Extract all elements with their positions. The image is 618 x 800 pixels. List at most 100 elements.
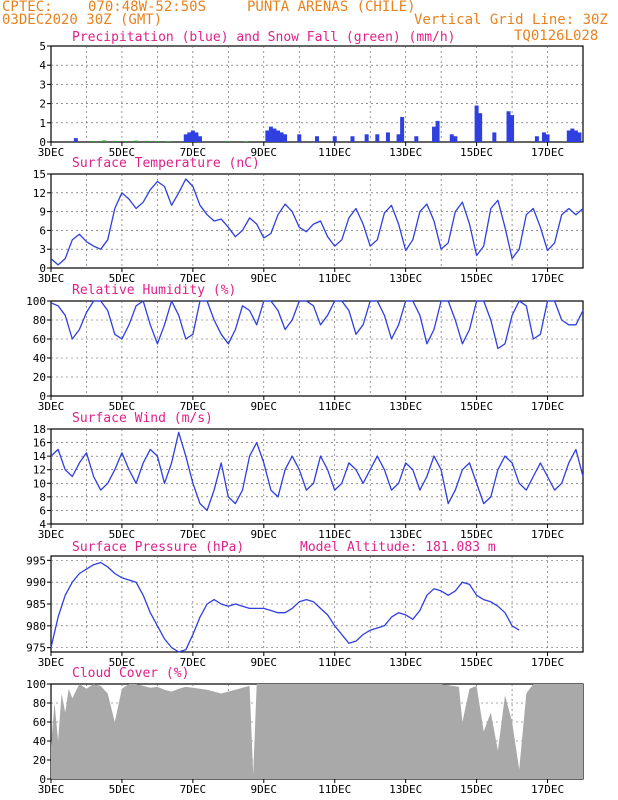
y-tick-label: 975 (26, 642, 46, 655)
series-line (50, 561, 520, 653)
precip-bar (414, 136, 419, 142)
x-tick-label: 7DEC (180, 146, 207, 159)
header-date: 03DEC2020 30Z (GMT) (2, 12, 162, 28)
x-tick-label: 5DEC (109, 146, 136, 159)
precip-bar (73, 138, 78, 142)
y-tick-label: 12 (33, 464, 46, 477)
precip-bar (375, 134, 380, 142)
precip-bar (506, 111, 511, 142)
y-tick-label: 4 (39, 59, 46, 72)
y-tick-label: 5 (39, 40, 46, 53)
precip-bar (510, 115, 515, 142)
precip-bar (541, 132, 546, 142)
x-tick-label: 9DEC (251, 783, 278, 796)
x-tick-label: 15DEC (460, 528, 493, 541)
y-tick-label: 12 (33, 187, 46, 200)
precip-bar (435, 120, 440, 142)
x-tick-label: 15DEC (460, 656, 493, 669)
x-tick-label: 7DEC (180, 783, 207, 796)
panel-frame (50, 428, 584, 525)
y-tick-label: 18 (33, 423, 46, 436)
panel-title: Relative Humidity (%) (72, 283, 236, 298)
precip-bar (197, 136, 202, 142)
precip-bar (432, 126, 437, 142)
panel-3: 0 20 40 60 80 100 3DEC 5DEC 7DEC 9DEC 11DEC 13DEC 15… (26, 283, 584, 413)
model-altitude: Model Altitude: 181.083 m (300, 540, 496, 555)
precip-bar (577, 132, 582, 142)
snow-bar (226, 141, 231, 142)
panel-title: Surface Temperature (nC) (72, 156, 260, 171)
snow-bar (123, 141, 128, 142)
x-tick-label: 3DEC (38, 656, 65, 669)
y-tick-label: 985 (26, 598, 46, 611)
y-tick-label: 20 (33, 371, 46, 384)
precip-bar (474, 105, 479, 142)
y-tick-label: 0 (39, 390, 46, 403)
precip-bar (453, 136, 458, 142)
precip-bar (385, 132, 390, 142)
x-tick-label: 15DEC (460, 783, 493, 796)
x-tick-label: 7DEC (180, 656, 207, 669)
x-tick-label: 9DEC (251, 528, 278, 541)
panel-5: 975 980 985 990 995 3DEC 5DEC 7DEC 9DEC 11DEC 13DE… (26, 540, 584, 669)
snow-bar (244, 141, 249, 142)
precip-bar (364, 134, 369, 142)
precip-bar (297, 134, 302, 142)
x-tick-label: 9DEC (251, 656, 278, 669)
precip-bar (265, 130, 270, 142)
y-tick-label: 4 (39, 518, 46, 531)
y-tick-label: 1 (39, 117, 46, 130)
y-tick-label: 990 (26, 576, 46, 589)
panel-1: 0 1 2 3 4 5 3DEC 5DEC 7DEC 9DEC 11DEC 13DEC 15DEC 17D… (38, 30, 584, 159)
x-tick-label: 5DEC (109, 272, 136, 285)
precip-bar (566, 130, 571, 142)
x-tick-label: 5DEC (109, 656, 136, 669)
series-line (50, 178, 584, 266)
y-tick-label: 100 (26, 295, 46, 308)
series-line (50, 300, 584, 350)
y-tick-label: 80 (33, 314, 46, 327)
x-tick-label: 11DEC (318, 656, 351, 669)
series-line (50, 431, 584, 512)
x-tick-label: 5DEC (109, 783, 136, 796)
x-tick-label: 15DEC (460, 146, 493, 159)
x-tick-label: 7DEC (180, 400, 207, 413)
precip-bar (449, 134, 454, 142)
y-tick-label: 15 (33, 168, 46, 181)
precip-bar (187, 132, 192, 142)
precip-bar (272, 128, 277, 142)
y-tick-label: 0 (39, 262, 46, 275)
precip-bar (194, 132, 199, 142)
x-tick-label: 3DEC (38, 528, 65, 541)
x-tick-label: 3DEC (38, 783, 65, 796)
y-tick-label: 40 (33, 735, 46, 748)
y-tick-label: 3 (39, 78, 46, 91)
y-tick-label: 10 (33, 477, 46, 490)
y-tick-label: 0 (39, 136, 46, 149)
panel-title: Precipitation (blue) and Snow Fall (gree… (72, 30, 456, 45)
x-tick-label: 17DEC (531, 146, 564, 159)
precip-bar (275, 130, 280, 142)
header-coords: 070:48W-52:50S (88, 0, 206, 15)
y-tick-label: 8 (39, 491, 46, 504)
panel-frame (50, 173, 584, 269)
x-tick-label: 13DEC (389, 528, 422, 541)
snow-bar (166, 141, 171, 142)
snow-bar (134, 140, 139, 142)
header-station: PUNTA ARENAS (CHILE) (247, 0, 416, 15)
y-tick-label: 16 (33, 437, 46, 450)
cloud-area (51, 684, 583, 779)
y-tick-label: 14 (33, 450, 47, 463)
x-tick-label: 11DEC (318, 400, 351, 413)
snow-bar (91, 141, 96, 142)
snow-bar (112, 140, 117, 142)
x-tick-label: 9DEC (251, 272, 278, 285)
snow-bar (144, 140, 149, 142)
x-tick-label: 17DEC (531, 272, 564, 285)
x-tick-label: 5DEC (109, 528, 136, 541)
x-tick-label: 11DEC (318, 146, 351, 159)
y-tick-label: 60 (33, 333, 46, 346)
